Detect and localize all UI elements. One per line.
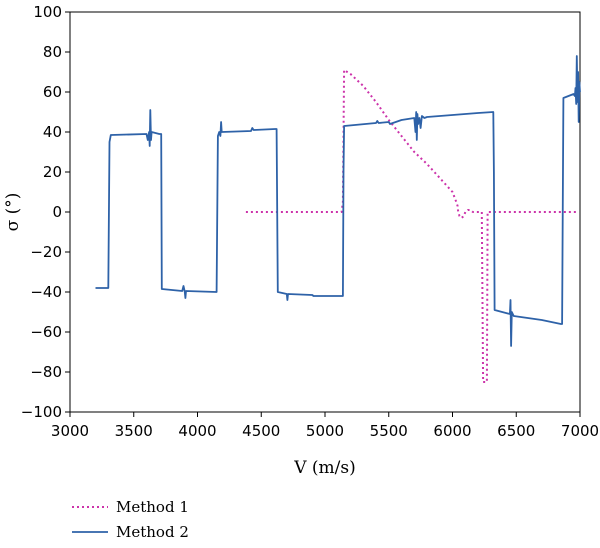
y-tick-label: 40 — [43, 123, 62, 141]
x-tick-label: 3500 — [115, 422, 153, 440]
x-tick-label: 6500 — [497, 422, 535, 440]
series-line-method-2 — [95, 55, 581, 347]
series-line-method-1 — [245, 69, 578, 383]
legend: Method 1 Method 2 — [72, 498, 189, 541]
x-tick-label: 5500 — [370, 422, 408, 440]
y-tick-label: −60 — [30, 323, 62, 341]
y-tick-label: −80 — [30, 363, 62, 381]
y-tick-label: 0 — [52, 203, 62, 221]
x-axis-label: V (m/s) — [293, 458, 356, 478]
y-tick-label: −40 — [30, 283, 62, 301]
y-axis-label: σ (°) — [3, 193, 23, 232]
x-tick-label: 5000 — [306, 422, 344, 440]
x-tick-label: 4000 — [178, 422, 216, 440]
x-tick-label: 7000 — [561, 422, 599, 440]
y-tick-label: 60 — [43, 83, 62, 101]
y-tick-label: −20 — [30, 243, 62, 261]
x-tick-label: 4500 — [242, 422, 280, 440]
x-tick-label: 3000 — [51, 422, 89, 440]
x-axis: 3000 3500 4000 4500 5000 5500 6000 6500 7000 — [51, 412, 599, 440]
series-layer — [95, 55, 581, 383]
y-tick-label: 20 — [43, 163, 62, 181]
legend-label-method-1: Method 1 — [116, 498, 189, 516]
y-tick-label: 100 — [33, 3, 62, 21]
plot-frame — [69, 11, 581, 413]
y-axis: −100 −80 −60 −40 −20 0 20 40 60 80 100 — [21, 3, 70, 421]
y-tick-label: −100 — [21, 403, 62, 421]
legend-label-method-2: Method 2 — [116, 523, 189, 541]
x-tick-label: 6000 — [433, 422, 471, 440]
y-tick-label: 80 — [43, 43, 62, 61]
